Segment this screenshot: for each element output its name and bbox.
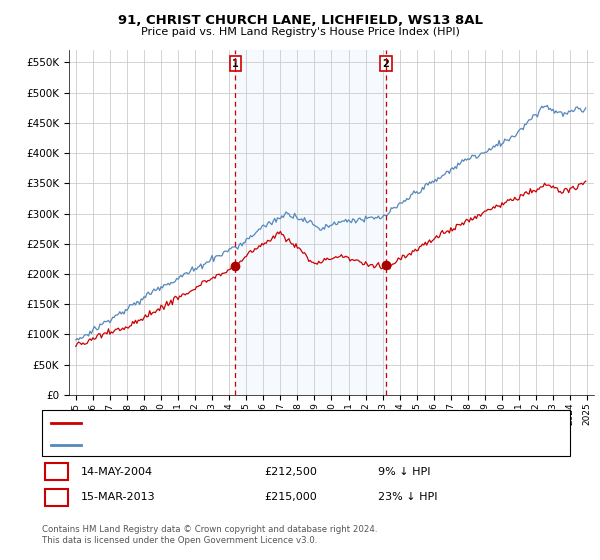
Text: 9% ↓ HPI: 9% ↓ HPI: [378, 466, 431, 477]
Text: 14-MAY-2004: 14-MAY-2004: [81, 466, 153, 477]
Text: HPI: Average price, detached house, Lichfield: HPI: Average price, detached house, Lich…: [87, 440, 309, 450]
Text: 2: 2: [52, 491, 61, 504]
Text: 1: 1: [52, 465, 61, 478]
Text: 91, CHRIST CHURCH LANE, LICHFIELD, WS13 8AL: 91, CHRIST CHURCH LANE, LICHFIELD, WS13 …: [118, 14, 482, 27]
Text: £215,000: £215,000: [264, 492, 317, 502]
Text: 2: 2: [383, 59, 389, 69]
Text: £212,500: £212,500: [264, 466, 317, 477]
Text: Price paid vs. HM Land Registry's House Price Index (HPI): Price paid vs. HM Land Registry's House …: [140, 27, 460, 37]
Text: 23% ↓ HPI: 23% ↓ HPI: [378, 492, 437, 502]
Text: 1: 1: [232, 59, 239, 69]
Text: 91, CHRIST CHURCH LANE, LICHFIELD, WS13 8AL (detached house): 91, CHRIST CHURCH LANE, LICHFIELD, WS13 …: [87, 418, 416, 428]
Text: 15-MAR-2013: 15-MAR-2013: [81, 492, 155, 502]
Bar: [235, 50, 386, 395]
Text: Contains HM Land Registry data © Crown copyright and database right 2024.
This d: Contains HM Land Registry data © Crown c…: [42, 525, 377, 545]
